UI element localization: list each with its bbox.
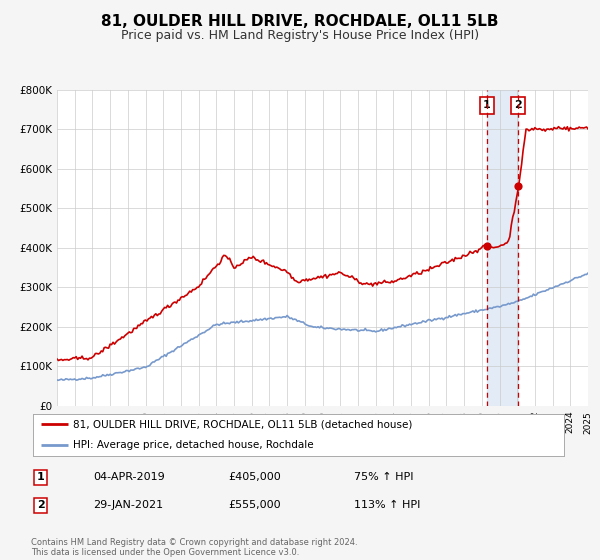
- Text: 04-APR-2019: 04-APR-2019: [93, 472, 165, 482]
- Text: £555,000: £555,000: [228, 500, 281, 510]
- Text: 29-JAN-2021: 29-JAN-2021: [93, 500, 163, 510]
- Point: [514, 182, 523, 191]
- Text: Price paid vs. HM Land Registry's House Price Index (HPI): Price paid vs. HM Land Registry's House …: [121, 29, 479, 42]
- Text: £405,000: £405,000: [228, 472, 281, 482]
- Text: Contains HM Land Registry data © Crown copyright and database right 2024.: Contains HM Land Registry data © Crown c…: [31, 538, 358, 547]
- Text: 2: 2: [515, 100, 523, 110]
- Text: 1: 1: [483, 100, 490, 110]
- Text: 75% ↑ HPI: 75% ↑ HPI: [354, 472, 413, 482]
- Text: 81, OULDER HILL DRIVE, ROCHDALE, OL11 5LB (detached house): 81, OULDER HILL DRIVE, ROCHDALE, OL11 5L…: [73, 419, 412, 430]
- Bar: [487, 90, 518, 406]
- Text: 2: 2: [37, 500, 44, 510]
- Text: 113% ↑ HPI: 113% ↑ HPI: [354, 500, 421, 510]
- Text: 81, OULDER HILL DRIVE, ROCHDALE, OL11 5LB: 81, OULDER HILL DRIVE, ROCHDALE, OL11 5L…: [101, 14, 499, 29]
- Text: This data is licensed under the Open Government Licence v3.0.: This data is licensed under the Open Gov…: [31, 548, 299, 557]
- Point: [482, 241, 491, 250]
- Text: HPI: Average price, detached house, Rochdale: HPI: Average price, detached house, Roch…: [73, 440, 313, 450]
- Text: 1: 1: [37, 472, 44, 482]
